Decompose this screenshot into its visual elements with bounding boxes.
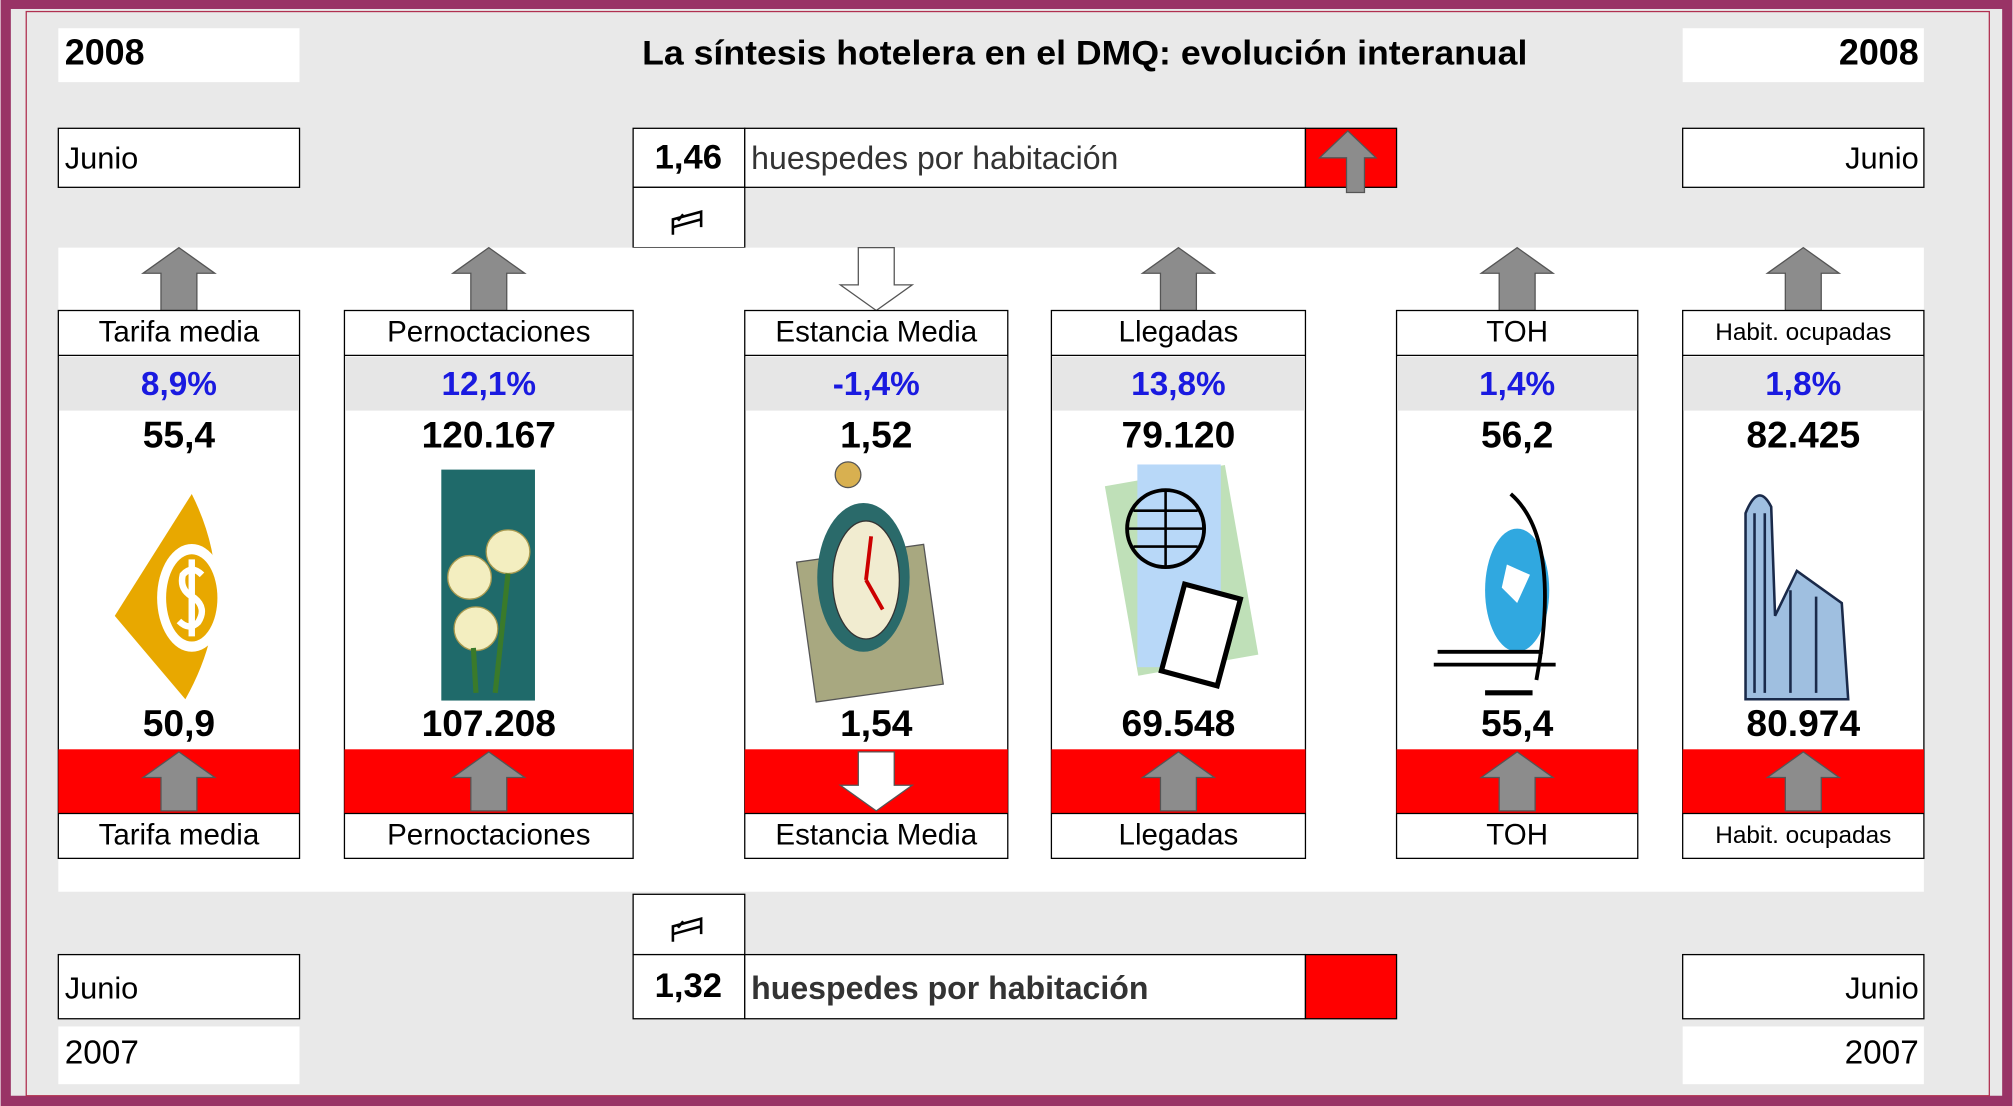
page: {"header":{"year_left":"2008","title":"L… [0,0,2013,1106]
icon-roses [454,607,498,651]
current-value: 1,52 [840,413,912,455]
infographic: 2008 La síntesis hotelera en el DMQ: evo… [0,0,2013,1106]
metric-label: Pernoctaciones [387,818,590,851]
ratio-label: huespedes por habitación [751,970,1148,1006]
ratio: 1,46 [655,138,722,176]
metric-label: TOH [1486,315,1548,348]
current-value: 82.425 [1746,413,1860,455]
current-value: 120.167 [422,413,556,455]
icon-clock [835,462,861,488]
current-value: 55,4 [143,413,216,455]
current-value: 56,2 [1481,413,1553,455]
metric-label: Pernoctaciones [387,315,590,348]
previous-value: 69.548 [1122,702,1236,744]
bed-box [633,894,745,954]
change: 1,4% [1479,366,1555,403]
metric-label: Habit. ocupadas [1715,319,1891,346]
month: Junio [65,971,139,1006]
previous-value: 1,54 [840,702,913,744]
ratio-label: huespedes por habitación [751,140,1118,176]
metric-label: TOH [1486,818,1548,851]
previous-value: 55,4 [1481,702,1554,744]
current-value: 79.120 [1122,413,1236,455]
title: La síntesis hotelera en el DMQ: evolució… [642,34,1527,72]
previous-value: 50,9 [143,702,215,744]
year: 2007 [1845,1034,1919,1071]
metric-label: Llegadas [1119,315,1239,348]
metric-label: Estancia Media [775,818,977,851]
month: Junio [1845,141,1919,176]
metric-label: Estancia Media [775,315,977,348]
change: 1,8% [1765,366,1841,403]
change: 12,1% [442,366,537,403]
month: Junio [65,141,139,176]
ratio: 1,32 [655,967,722,1005]
icon-roses [448,556,492,600]
metric-label: Llegadas [1119,818,1239,851]
icon-roses [486,530,530,574]
year: 2008 [65,32,145,73]
year: 2007 [65,1034,139,1071]
month: Junio [1845,971,1919,1006]
metric-label: Tarifa media [99,818,260,851]
previous-value: 80.974 [1746,702,1860,744]
bed-box [633,187,745,247]
change: 13,8% [1131,366,1226,403]
year: 2008 [1839,32,1919,73]
change-indicator [1305,955,1396,1019]
metric-label: Tarifa media [99,315,260,348]
metric-label: Habit. ocupadas [1715,822,1891,849]
change: 8,9% [141,366,217,403]
change: -1,4% [833,366,920,403]
previous-value: 107.208 [422,702,556,744]
